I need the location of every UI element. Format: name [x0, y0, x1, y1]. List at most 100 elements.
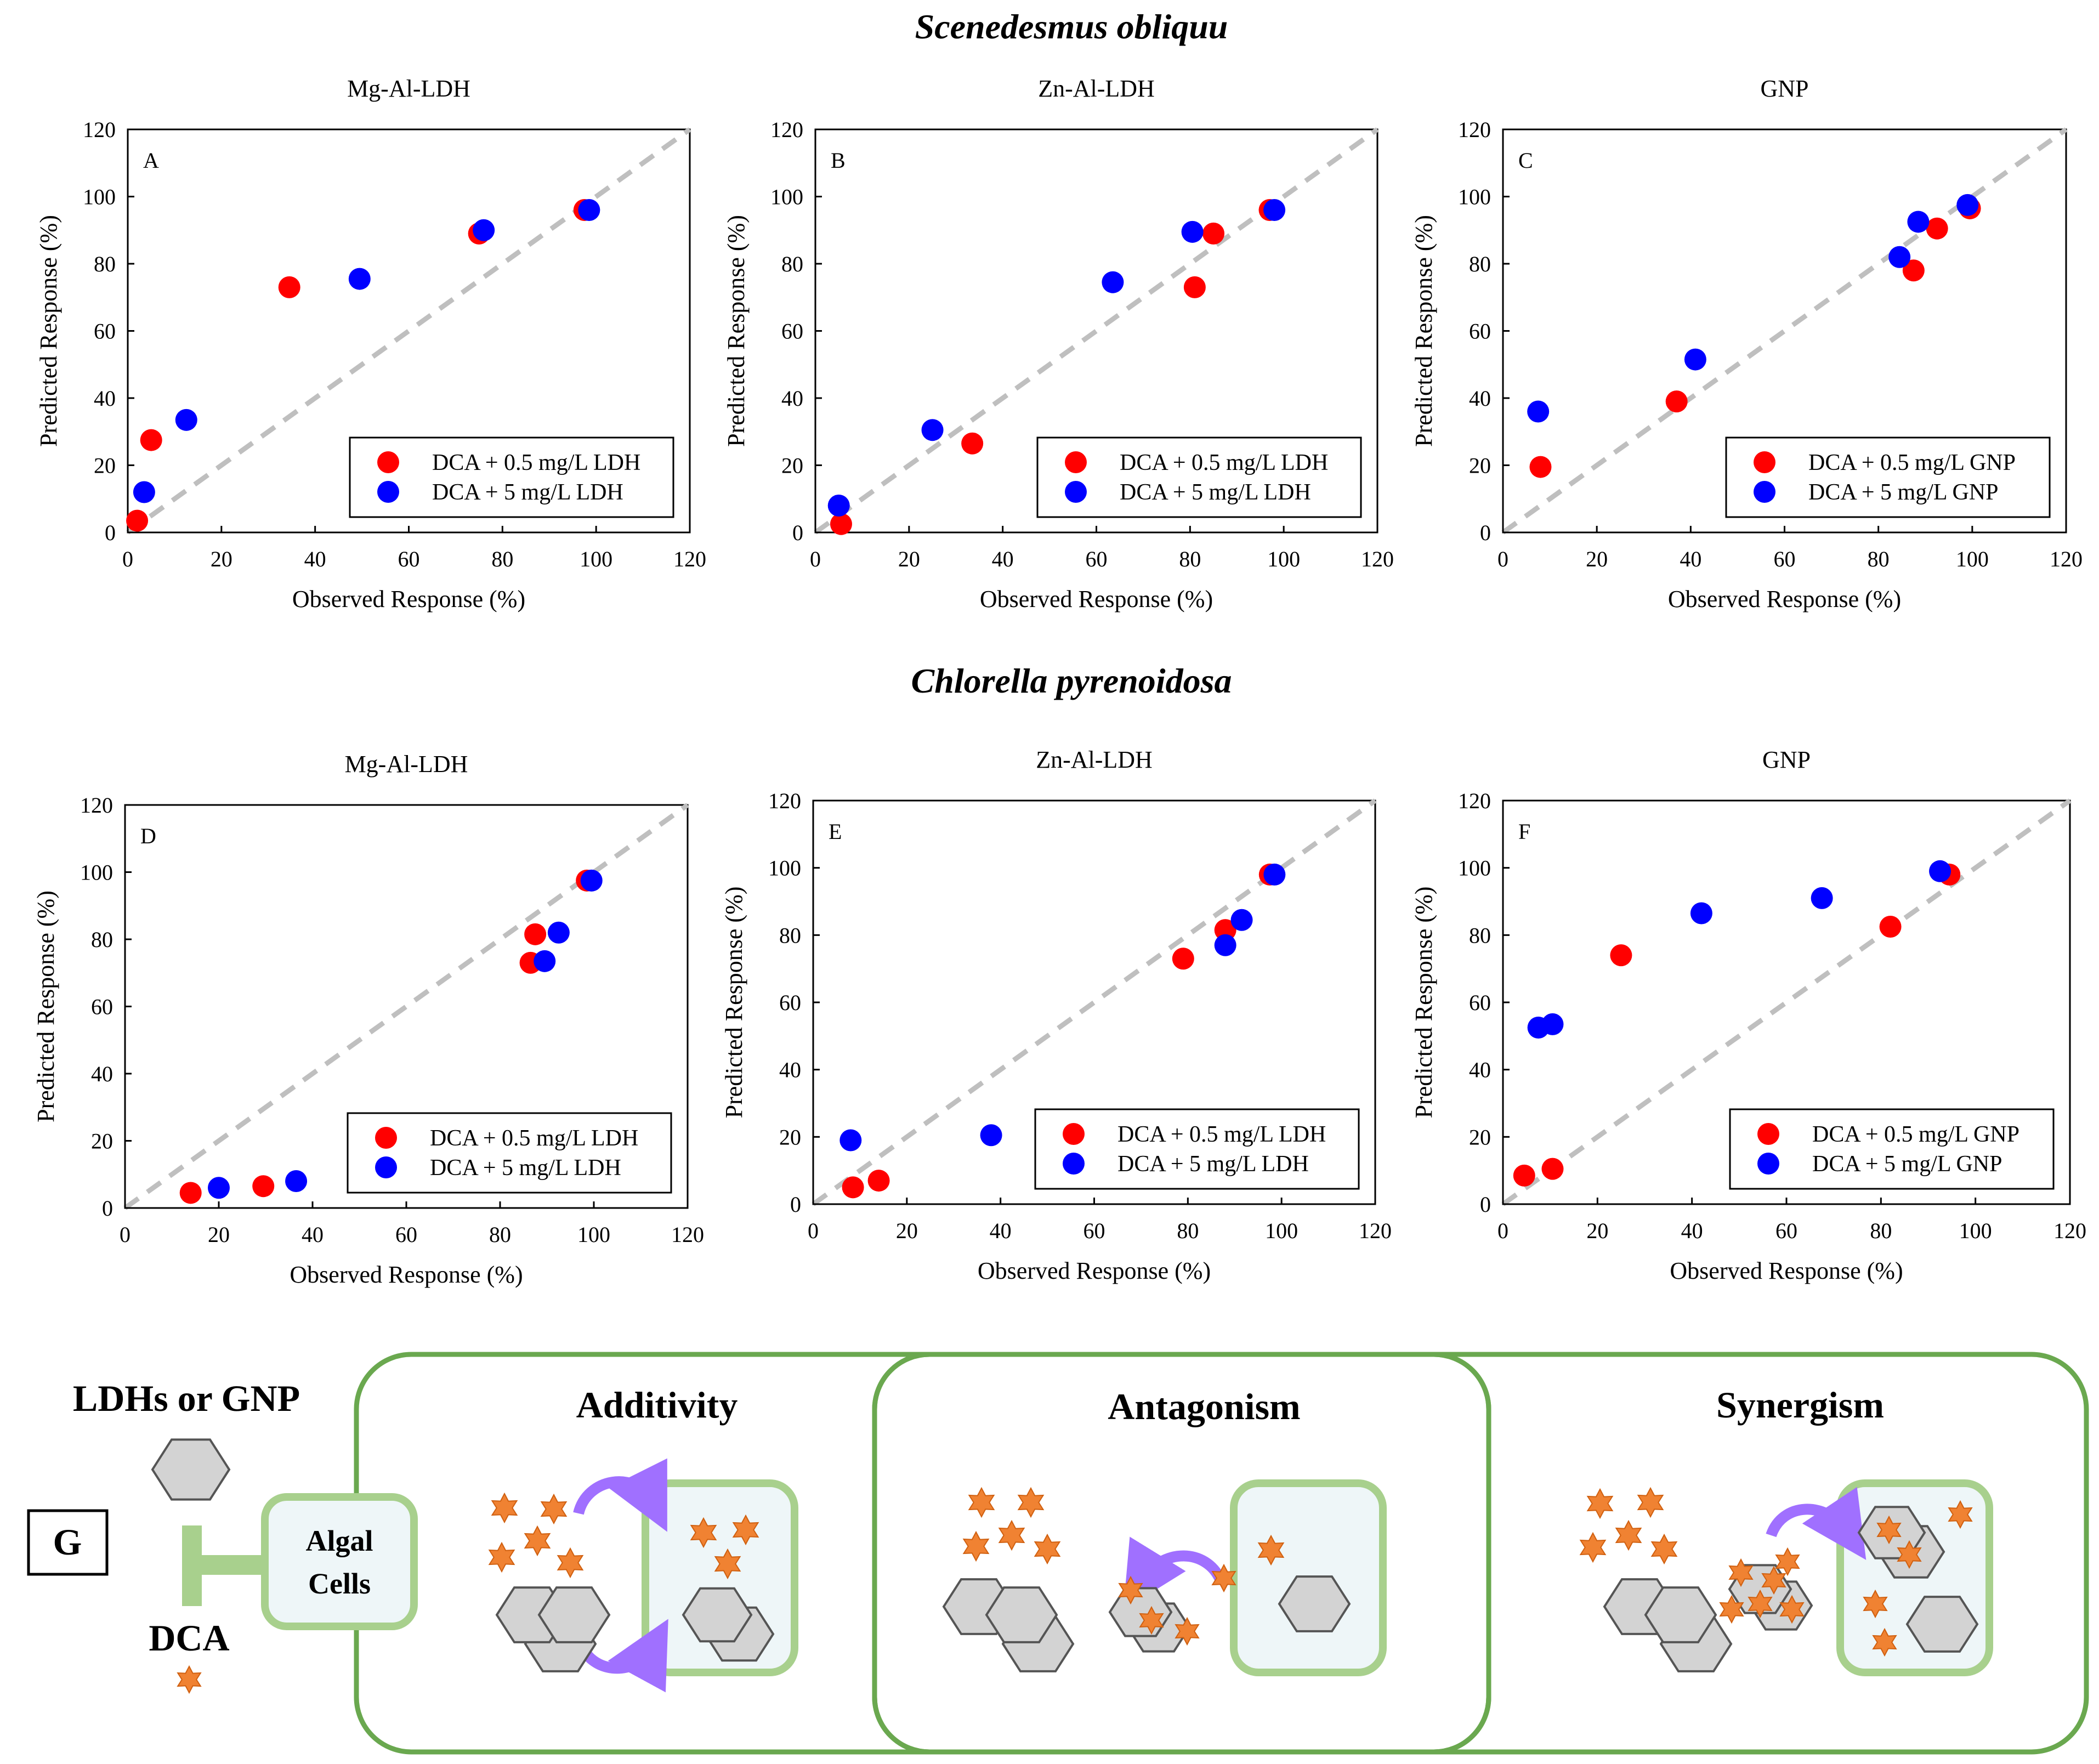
- y-tick-label: 40: [1469, 1058, 1491, 1082]
- data-point-series2: [547, 921, 570, 944]
- chart-panel-e: 0 20 40 60 80 100 120 0 20 40 60 80 100 120 Observed R…: [721, 746, 1392, 1284]
- x-tick-label: 100: [1959, 1218, 1992, 1243]
- dca-star: [540, 1493, 568, 1525]
- y-tick-label: 80: [779, 923, 801, 948]
- synergism-arrow: [1766, 1487, 1867, 1560]
- legend-marker: [1757, 1153, 1779, 1175]
- dca-star: [1257, 1534, 1285, 1566]
- legend-entry: DCA + 0.5 mg/L LDH: [432, 450, 640, 475]
- x-tick-label: 60: [1083, 1218, 1105, 1243]
- dca-star: [557, 1547, 584, 1579]
- chart-panel-f: 0 20 40 60 80 100 120 0 20 40 60 80 100 120 Observed R…: [1410, 746, 2086, 1284]
- dca-star: [1637, 1487, 1664, 1518]
- dca-star: [1017, 1487, 1045, 1518]
- dca-star: [491, 1492, 518, 1524]
- nanoparticle-hexagon: [537, 1586, 611, 1643]
- panel-title: Mg-Al-LDH: [345, 751, 468, 778]
- dca-star: [690, 1517, 717, 1549]
- x-tick-label: 40: [990, 1218, 1012, 1243]
- y-tick-label: 0: [790, 1192, 801, 1217]
- legend-marker: [1757, 1123, 1779, 1145]
- y-axis-label: Predicted Response (%): [32, 890, 59, 1122]
- x-axis-label: Observed Response (%): [1668, 586, 1901, 612]
- legend-entry: DCA + 5 mg/L LDH: [1120, 480, 1311, 505]
- y-tick-label: 60: [91, 995, 113, 1019]
- x-tick-label: 100: [1265, 1218, 1298, 1243]
- y-tick-label: 60: [779, 990, 801, 1015]
- dca-star: [1775, 1547, 1800, 1576]
- data-point-series1: [140, 429, 162, 451]
- data-point-series1: [1513, 1164, 1535, 1187]
- y-tick-label: 40: [779, 1058, 801, 1082]
- panel-g-label: G: [53, 1521, 82, 1563]
- dca-star: [1748, 1589, 1773, 1619]
- x-axis-label: Observed Response (%): [290, 1261, 523, 1288]
- y-tick-label: 20: [1469, 453, 1491, 478]
- legend-marker: [1063, 1123, 1085, 1145]
- dca-star: [1761, 1566, 1786, 1595]
- legend-box: [1034, 1108, 1360, 1190]
- x-tick-label: 120: [673, 547, 706, 571]
- x-tick-label: 80: [1868, 547, 1890, 571]
- data-point-series1: [1529, 456, 1552, 478]
- chart-panel-a: 0 20 40 60 80 100 120 0 20 40 60 80 100 120 Observed R…: [35, 75, 706, 612]
- x-tick-label: 40: [1681, 1218, 1703, 1243]
- panel-label: C: [1518, 148, 1533, 173]
- panel-title: Zn-Al-LDH: [1038, 75, 1155, 102]
- x-tick-label: 100: [1956, 547, 1989, 571]
- schematic-g: LDHs or GNP DCA Additivity Antagonism Sy…: [27, 1352, 2089, 1755]
- data-point-series2: [1811, 887, 1833, 909]
- data-point-series2: [1181, 220, 1204, 243]
- reference-line-b: [814, 127, 1379, 535]
- y-tick-label: 40: [91, 1062, 113, 1086]
- y-tick-label: 80: [781, 252, 803, 276]
- y-tick-label: 100: [80, 860, 113, 885]
- y-tick-label: 80: [1469, 923, 1491, 948]
- data-point-series1: [1610, 944, 1632, 967]
- legend-box: [1036, 436, 1362, 518]
- data-point-series1: [842, 1176, 864, 1199]
- x-tick-label: 0: [1497, 1218, 1508, 1243]
- x-tick-label: 40: [1680, 547, 1701, 571]
- y-axis-label: Predicted Response (%): [723, 215, 750, 447]
- x-tick-label: 100: [580, 547, 612, 571]
- reference-line-a: [126, 127, 691, 535]
- data-point-series2: [578, 199, 600, 221]
- data-point-series2: [1102, 271, 1124, 293]
- y-tick-label: 0: [1480, 1192, 1491, 1217]
- antagonism-label: Antagonism: [1108, 1386, 1300, 1427]
- legend-entry: DCA + 0.5 mg/L LDH: [1117, 1122, 1326, 1147]
- data-point-series2: [839, 1129, 862, 1152]
- dca-label: DCA: [149, 1617, 229, 1659]
- dca-star: [1948, 1500, 1973, 1529]
- data-point-series1: [1902, 259, 1925, 282]
- y-tick-label: 80: [94, 252, 116, 276]
- dca-star: [1139, 1606, 1164, 1635]
- y-tick-label: 120: [1458, 117, 1491, 142]
- data-point-series2: [534, 950, 556, 972]
- y-tick-label: 80: [91, 927, 113, 952]
- x-tick-label: 20: [896, 1218, 918, 1243]
- nanoparticle-hexagon: [985, 1586, 1058, 1643]
- legend-entry: DCA + 5 mg/L GNP: [1812, 1152, 2002, 1177]
- data-point-series2: [1956, 194, 1979, 216]
- nanoparticle-hexagon: [1644, 1586, 1717, 1643]
- additivity-arrow-in: [573, 1458, 667, 1532]
- x-tick-label: 20: [1586, 547, 1608, 571]
- y-tick-label: 120: [83, 117, 116, 142]
- x-tick-label: 40: [302, 1222, 324, 1247]
- data-point-series1: [830, 513, 852, 535]
- data-point-series1: [1541, 1158, 1564, 1180]
- dca-star: [1118, 1575, 1143, 1605]
- data-point-series1: [1202, 222, 1225, 245]
- legend-box: [349, 436, 674, 518]
- inhibition-bar: [182, 1525, 202, 1606]
- reference-line-f: [1501, 798, 2072, 1206]
- y-tick-label: 0: [792, 520, 803, 545]
- x-axis-label: Observed Response (%): [1670, 1257, 1903, 1284]
- dca-star: [1579, 1532, 1607, 1563]
- algal-cells-box: [261, 1493, 418, 1630]
- x-tick-label: 20: [211, 547, 232, 571]
- data-point-series2: [1684, 348, 1706, 371]
